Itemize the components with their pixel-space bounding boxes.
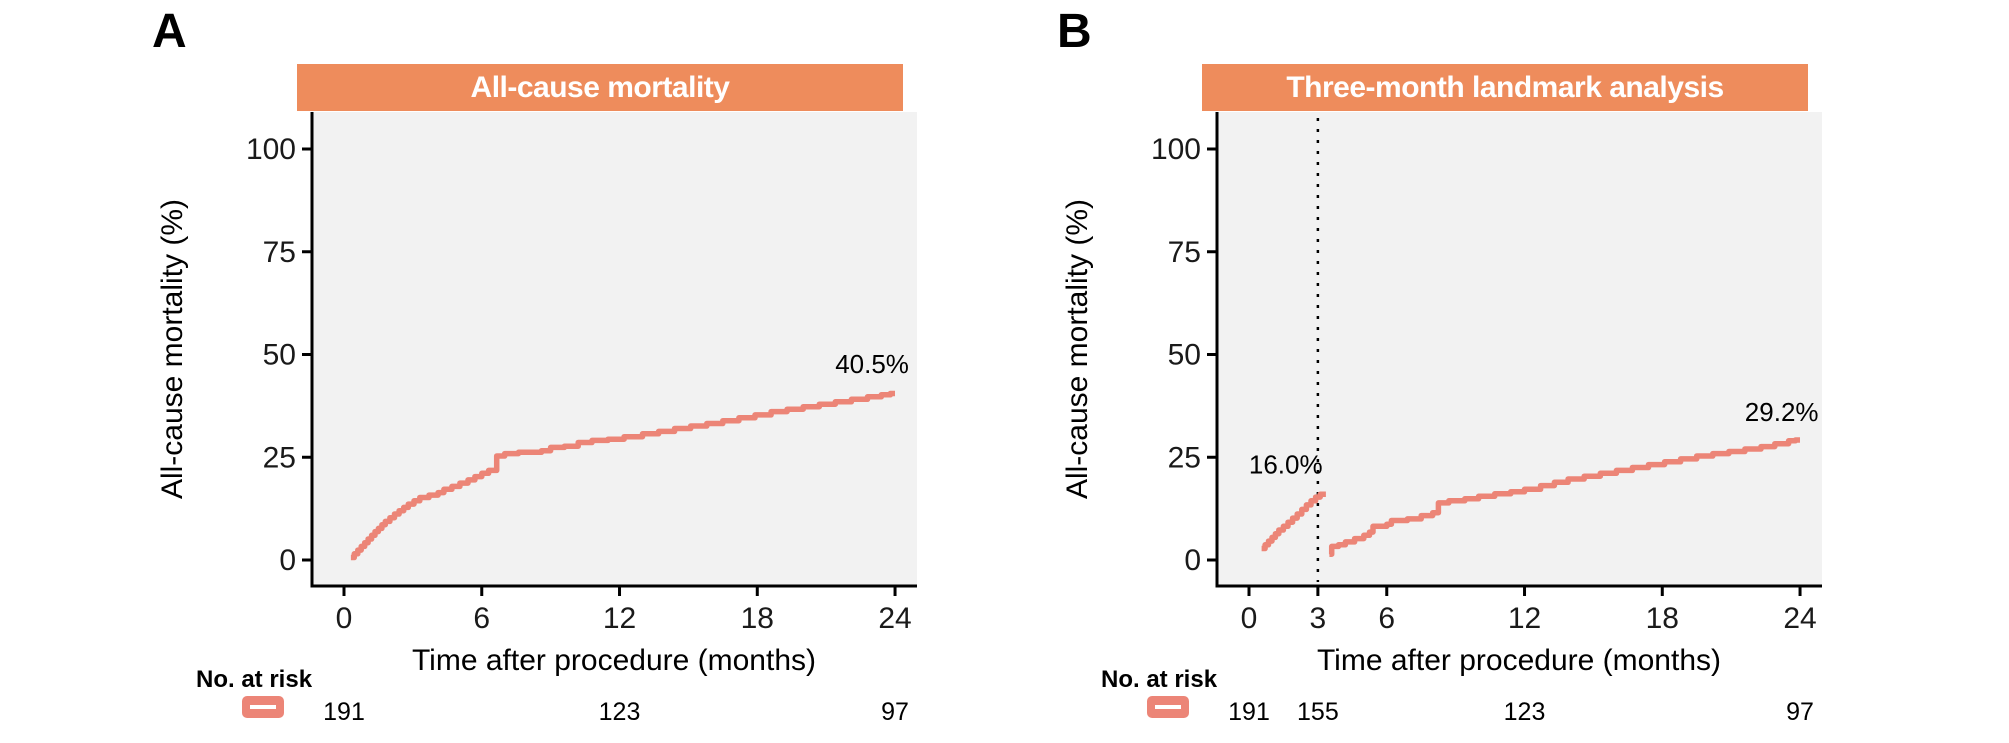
y-tick-label: 75 bbox=[1168, 236, 1201, 269]
panel-b-plot-layer: 0 25 50 75 100 0 3 6 12 18 24 16.0% 29.2% bbox=[1151, 112, 1822, 635]
panel-b: B Three-month landmark analysis 0 25 50 75 1… bbox=[1045, 0, 1915, 743]
x-tick-label: 0 bbox=[336, 602, 353, 635]
risk-count: 191 bbox=[323, 698, 365, 726]
x-tick-label: 12 bbox=[1508, 602, 1541, 635]
panel-a-risk-legend-key bbox=[242, 696, 284, 718]
x-tick-label: 3 bbox=[1310, 602, 1327, 635]
survival-step-curve bbox=[1328, 437, 1800, 557]
plot-background bbox=[312, 112, 917, 586]
panel-a-plot: 0 25 50 75 100 0 6 12 18 24 40.5% All-cause mortal… bbox=[156, 112, 917, 677]
survival-step-curve bbox=[1261, 491, 1326, 552]
panel-b-x-axis-title: Time after procedure (months) bbox=[1317, 644, 1721, 677]
y-tick-label: 50 bbox=[263, 339, 296, 372]
plot-background bbox=[1217, 112, 1822, 586]
panel-b-title: Three-month landmark analysis bbox=[1286, 70, 1724, 104]
risk-count: 123 bbox=[598, 698, 641, 726]
y-tick-label: 0 bbox=[279, 544, 296, 577]
y-tick-label: 100 bbox=[1151, 133, 1201, 166]
panel-a-y-axis-title: All-cause mortality (%) bbox=[156, 199, 189, 499]
risk-count: 123 bbox=[1503, 698, 1546, 726]
panel-a-x-axis-title: Time after procedure (months) bbox=[412, 644, 816, 677]
percent-annotation: 40.5% bbox=[835, 349, 909, 379]
panel-a-header-bar: All-cause mortality bbox=[297, 64, 903, 111]
panel-a-risk-label: No. at risk bbox=[196, 666, 313, 693]
panel-a-letter: A bbox=[152, 5, 187, 58]
y-tick-label: 100 bbox=[246, 133, 296, 166]
percent-annotation: 29.2% bbox=[1745, 397, 1819, 427]
x-tick-label: 18 bbox=[1646, 602, 1679, 635]
y-tick-label: 25 bbox=[1168, 441, 1201, 474]
risk-count: 97 bbox=[881, 698, 909, 726]
panel-b-y-axis-title: All-cause mortality (%) bbox=[1061, 199, 1094, 499]
risk-count: 155 bbox=[1297, 698, 1339, 726]
percent-annotation: 16.0% bbox=[1249, 450, 1323, 480]
panel-a: A All-cause mortality 0 25 50 75 100 0 6 12 18 24… bbox=[140, 0, 1010, 743]
x-tick-label: 24 bbox=[1783, 602, 1816, 635]
y-tick-label: 50 bbox=[1168, 339, 1201, 372]
y-tick-label: 75 bbox=[263, 236, 296, 269]
panel-a-title: All-cause mortality bbox=[470, 70, 730, 104]
survival-step-curve bbox=[350, 390, 895, 561]
y-tick-label: 25 bbox=[263, 441, 296, 474]
y-tick-label: 0 bbox=[1184, 544, 1201, 577]
panel-a-plot-layer: 0 25 50 75 100 0 6 12 18 24 40.5% bbox=[246, 112, 917, 635]
panel-b-risk-label: No. at risk bbox=[1101, 666, 1218, 693]
x-tick-label: 24 bbox=[878, 602, 911, 635]
x-tick-label: 6 bbox=[473, 602, 490, 635]
x-tick-label: 12 bbox=[603, 602, 636, 635]
panel-b-plot: 0 25 50 75 100 0 3 6 12 18 24 16.0% 29.2% All-cause … bbox=[1061, 112, 1822, 677]
panel-b-risk-legend-key bbox=[1147, 696, 1189, 718]
x-tick-label: 18 bbox=[741, 602, 774, 635]
x-tick-label: 0 bbox=[1241, 602, 1258, 635]
panel-b-letter: B bbox=[1057, 5, 1092, 58]
x-tick-label: 6 bbox=[1378, 602, 1395, 635]
risk-count: 97 bbox=[1786, 698, 1814, 726]
panel-b-header-bar: Three-month landmark analysis bbox=[1202, 64, 1808, 111]
risk-count: 191 bbox=[1228, 698, 1270, 726]
